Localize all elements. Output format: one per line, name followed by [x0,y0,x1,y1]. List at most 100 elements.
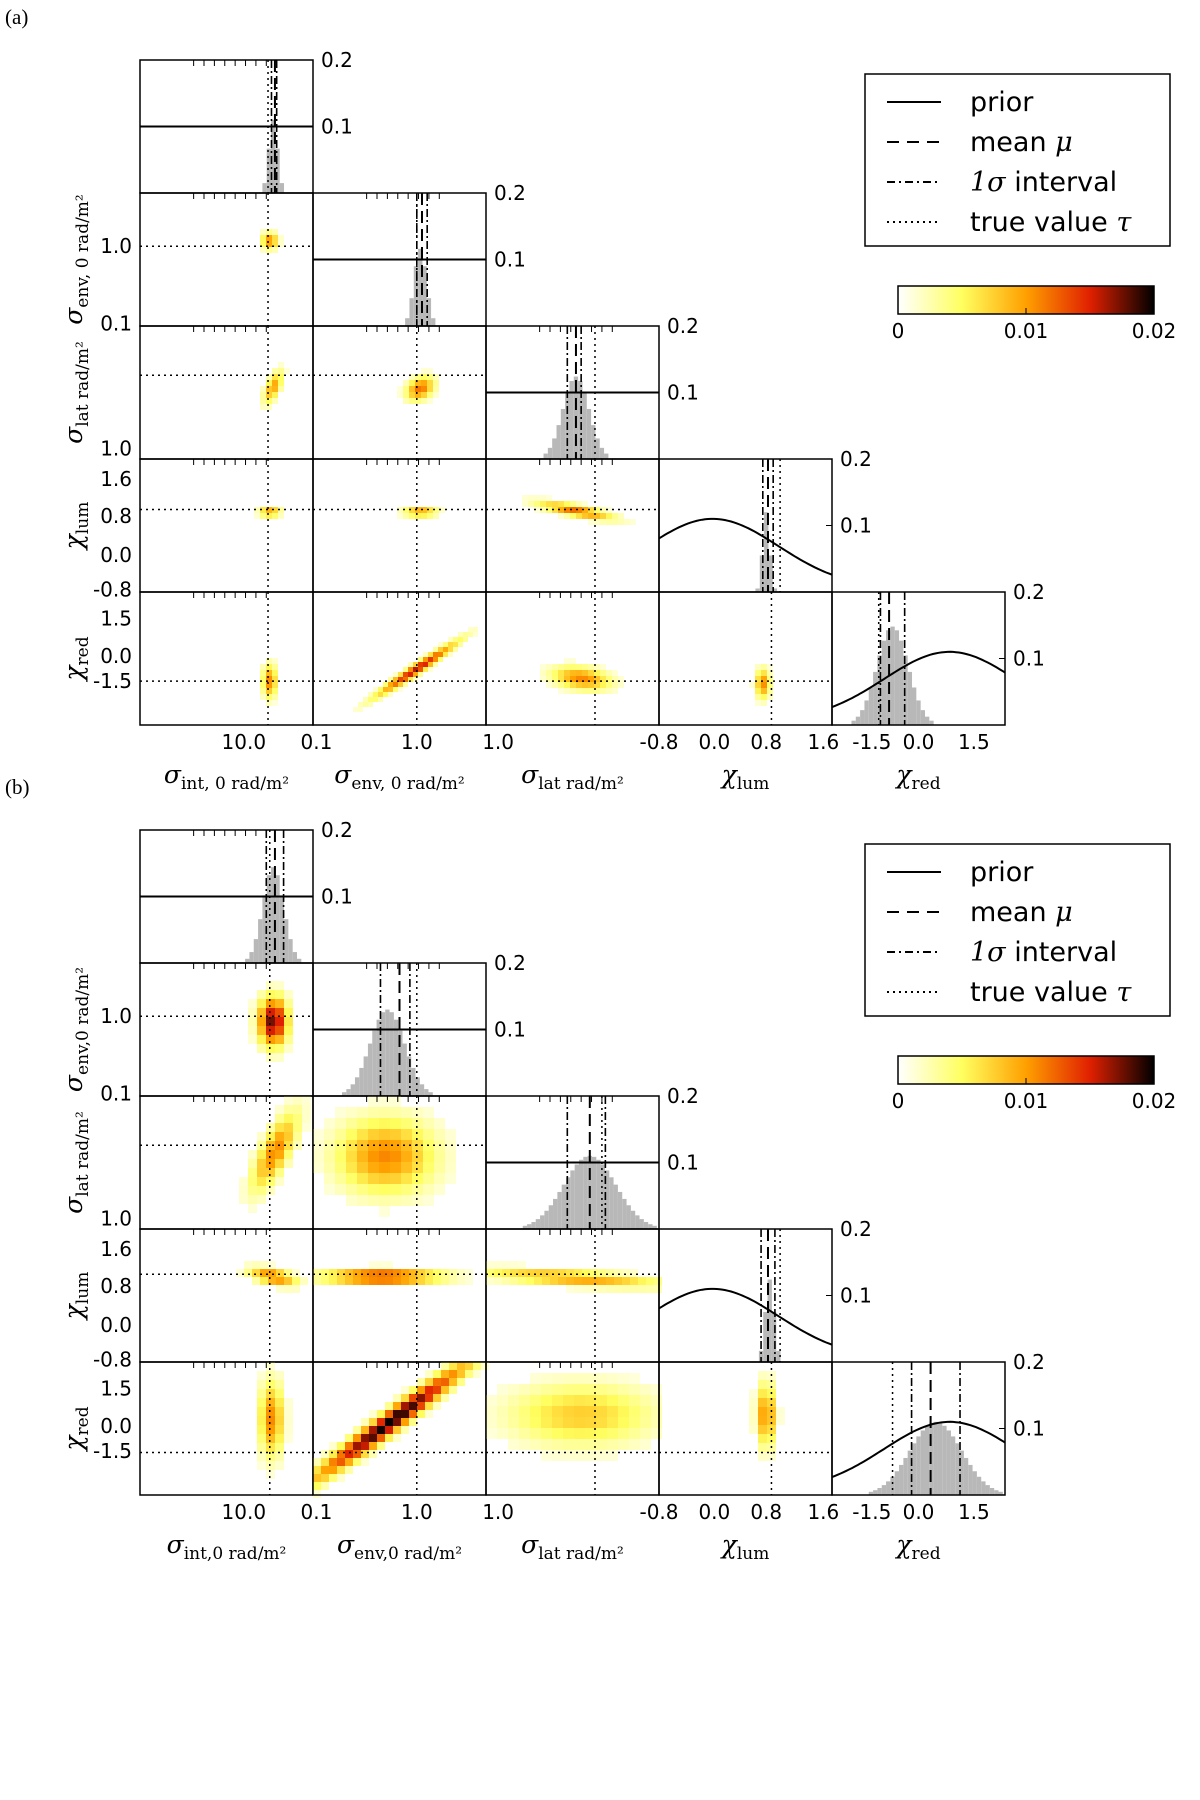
density-pixel [275,1150,284,1159]
density-pixel [412,1184,423,1195]
density-pixel [329,1466,337,1474]
histogram-bar [907,671,913,725]
density-pixel [413,667,418,672]
density-pixel [368,1162,379,1173]
density-pixel [377,1261,385,1269]
density-pixel [379,1173,390,1184]
density-pixel [428,662,433,667]
histogram-bar [418,248,423,326]
density-pixel [266,1398,275,1407]
histogram-bar [622,1198,627,1229]
density-pixel [425,1402,433,1410]
panel-letter: (a) [5,5,28,29]
x-tick-label: 1.0 [482,730,514,754]
density-pixel [618,1373,629,1384]
density-pixel [409,380,415,386]
density-pixel [445,1129,456,1140]
density-pixel [758,1425,767,1434]
density-pixel [378,697,383,702]
density-pixel [275,1159,284,1168]
density-pixel [257,990,266,999]
density-pixel [248,1008,257,1017]
histogram-bar [359,1067,364,1096]
density-pixel [612,519,618,525]
panel-letter: (b) [5,775,30,799]
density-pixel [324,1118,335,1129]
legend-text: interval [1006,167,1118,198]
axis-subscript: lum [73,1272,93,1305]
density-pixel [276,1277,284,1285]
density-pixel [607,1417,618,1428]
y-axis-label: σenv, 0 rad/m² [59,194,93,325]
density-pixel [409,1402,417,1410]
density-pixel [612,513,618,519]
density-pixel [260,241,266,247]
density-pixel [321,1450,329,1458]
axis-subscript: red [912,774,941,794]
density-pixel [284,1434,293,1443]
density-pixel [409,374,415,380]
density-pixel [612,676,618,682]
density-pixel [530,1406,541,1417]
density-pixel [576,664,582,670]
density-pixel [403,386,409,392]
histogram-bar [413,266,419,326]
density-pixel [276,1269,284,1277]
density-pixel [292,1269,300,1277]
density-pixel [409,1269,417,1277]
density-pixel [275,1416,284,1425]
y-tick-label: 0.0 [100,644,132,668]
density-pixel [401,1184,412,1195]
density-pixel [397,513,403,519]
density-pixel [606,507,612,513]
density-pixel [449,1386,457,1394]
density-pixel [541,1373,552,1384]
density-pixel [379,1107,390,1118]
density-pixel [379,1129,390,1140]
density-pixel [582,670,588,676]
density-pixel [275,1380,284,1389]
histogram-bar [946,1430,951,1495]
density-pixel [552,1450,563,1461]
density-pixel [570,682,576,688]
density-pixel [428,652,433,657]
density-pixel [563,1373,574,1384]
colorbar: 0 0.01 0.02 [892,1055,1176,1113]
density-pixel [570,658,576,664]
density-pixel [403,398,409,404]
density-pixel [284,1150,293,1159]
density-pixel [353,1458,361,1466]
legend-symbol: 1σ [970,937,1007,968]
axis-subscript: lat rad/m² [538,1544,624,1564]
density-pixel [346,1129,357,1140]
histogram-bar [955,1443,960,1495]
density-pixel [390,1096,401,1107]
density-pixel [397,386,403,392]
density-pixel [767,1452,776,1461]
density-pixel [519,1439,530,1450]
density-pixel [588,682,594,688]
density-pixel [590,1285,598,1293]
density-pixel [541,1406,552,1417]
density-pixel [541,1450,552,1461]
density-pixel [257,999,266,1008]
density-pixel [275,1026,284,1035]
histogram-bar [851,720,856,725]
density-pixel [582,664,588,670]
density-pixel [260,688,266,694]
density-pixel [257,1416,266,1425]
density-pixel [425,1386,433,1394]
density-pixel [564,688,570,694]
density-pixel [758,1407,767,1416]
density-pixel [353,1434,361,1442]
density-pixel [266,1186,275,1195]
density-pixel [266,1017,275,1026]
density-pixel [345,1277,353,1285]
density-pixel [284,1285,292,1293]
density-pixel [494,1269,502,1277]
density-pixel [329,1277,337,1285]
density-pixel [534,501,540,507]
density-pixel [385,1277,393,1285]
x-axis-label: σlat rad/m² [521,1530,624,1564]
density-pixel [563,1450,574,1461]
